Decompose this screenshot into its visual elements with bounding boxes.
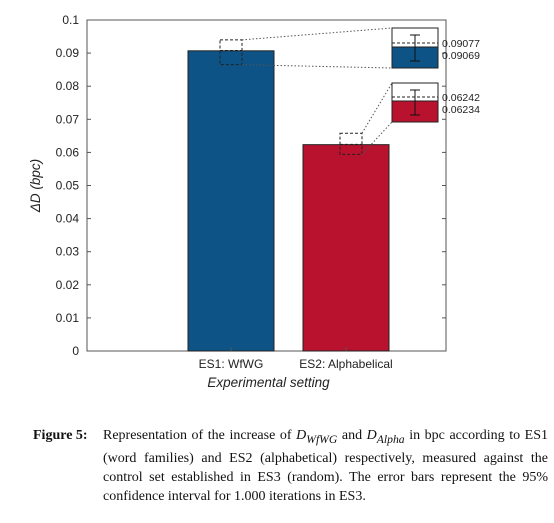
y-tick-label: 0 xyxy=(72,344,79,358)
caption-text-a: Representation of the increase of xyxy=(103,428,297,443)
x-axis-label: Experimental setting xyxy=(207,375,330,390)
y-tick-label: 0.01 xyxy=(56,311,80,325)
bar-1 xyxy=(187,50,275,352)
bar-2 xyxy=(302,144,390,352)
caption-text-c: in bpc according to ES1 (word families) … xyxy=(103,428,549,504)
zoom-connector xyxy=(361,121,393,155)
zoom-connector xyxy=(241,27,393,41)
y-axis-label: ΔD (bpc) xyxy=(28,159,43,213)
zoom-connector xyxy=(361,82,393,134)
x-tick-label: ES1: WfWG xyxy=(199,357,264,371)
caption-label: Figure 5: xyxy=(33,428,88,443)
y-tick-label: 0.02 xyxy=(56,278,80,292)
caption-text-b: and xyxy=(337,428,367,443)
caption-symbol-wfwg: DWfWG xyxy=(296,428,338,446)
figure-caption: Figure 5: Representation of the increase… xyxy=(33,426,548,506)
zoom-box-2 xyxy=(339,132,363,155)
caption-text: Representation of the increase of DWfWG … xyxy=(103,426,548,506)
y-tick-label: 0.1 xyxy=(62,13,79,27)
y-tick-label: 0.08 xyxy=(56,79,80,93)
y-tick-label: 0.09 xyxy=(56,46,80,60)
y-tick-label: 0.03 xyxy=(56,245,80,259)
y-tick-label: 0.04 xyxy=(56,212,80,226)
zoom-box-1 xyxy=(219,39,243,66)
inset-label-value: 0.09069 xyxy=(442,50,480,62)
x-tick-label: ES2: Alphabelical xyxy=(299,357,392,371)
y-tick-label: 0.06 xyxy=(56,145,80,159)
zoom-connector xyxy=(241,64,393,69)
inset-label-value: 0.06234 xyxy=(442,104,480,116)
caption-symbol-alpha: DAlpha xyxy=(366,428,405,446)
inset-label-upper: 0.09077 xyxy=(442,38,480,50)
y-tick-label: 0.05 xyxy=(56,179,80,193)
bar-chart: 0 0.01 0.02 0.03 0.04 0.05 0.06 0.07 0.08 0.09 0.1… xyxy=(28,13,480,390)
inset-label-upper: 0.06242 xyxy=(442,92,480,104)
y-tick-label: 0.07 xyxy=(56,112,80,126)
